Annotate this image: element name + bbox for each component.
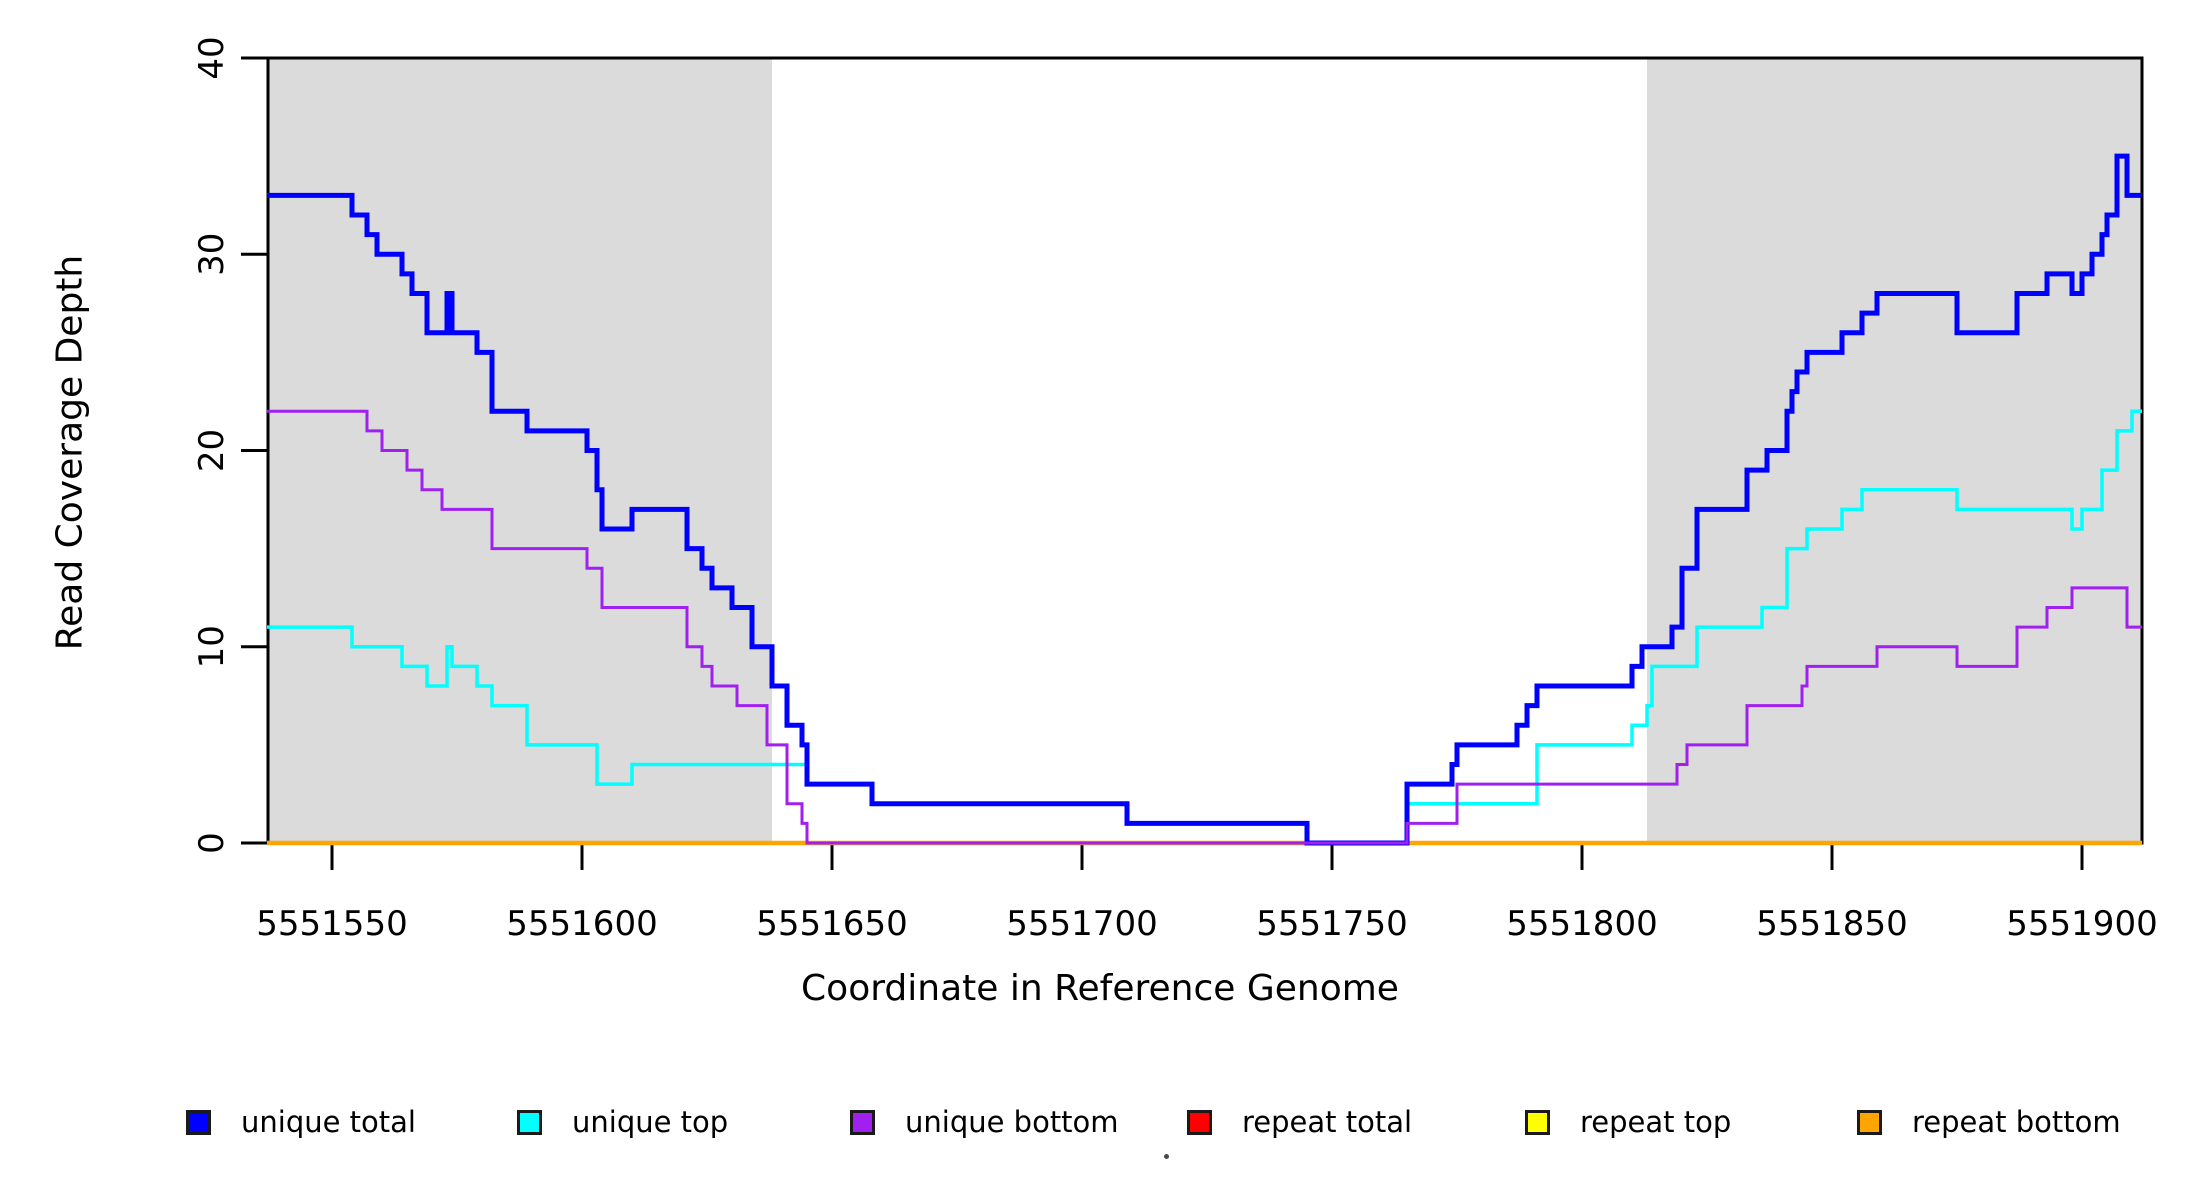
repeat-total-swatch-icon	[1187, 1109, 1212, 1135]
legend-label: repeat bottom	[1912, 1105, 2121, 1139]
legend-item-unique-bottom: unique bottom	[850, 1100, 1119, 1144]
repeat-bottom-swatch-icon	[1857, 1109, 1882, 1135]
x-tick-label: 5551850	[1756, 904, 1907, 944]
y-tick-label: 10	[192, 625, 232, 668]
legend-item-repeat-bottom: repeat bottom	[1857, 1100, 2121, 1144]
x-tick-label: 5551700	[1006, 904, 1157, 944]
x-tick-label: 5551550	[256, 904, 407, 944]
plot-legend: unique total unique top unique bottom re…	[0, 1100, 2200, 1148]
legend-label: unique bottom	[905, 1105, 1119, 1139]
legend-label: repeat top	[1580, 1105, 1732, 1139]
legend-item-repeat-total: repeat total	[1187, 1100, 1412, 1144]
series-unique-bottom	[267, 409, 2142, 845]
y-axis-title: Read Coverage Depth	[49, 254, 91, 651]
stray-point-artifact	[1164, 1154, 1169, 1159]
unique-total-swatch-icon	[186, 1109, 211, 1135]
x-axis-title: Coordinate in Reference Genome	[801, 968, 1399, 1009]
legend-item-repeat-top: repeat top	[1525, 1100, 1731, 1144]
shaded-repeat-region	[1647, 58, 2142, 843]
y-tick-label: 30	[192, 233, 232, 276]
shaded-repeat-region	[267, 58, 772, 843]
series-unique-total	[267, 153, 2142, 846]
legend-label: repeat total	[1242, 1105, 1413, 1139]
x-tick-label: 5551800	[1506, 904, 1657, 944]
x-tick-label: 5551900	[2006, 904, 2157, 944]
legend-item-unique-top: unique top	[517, 1100, 728, 1144]
x-tick-label: 5551650	[756, 904, 907, 944]
x-tick-label: 5551750	[1256, 904, 1407, 944]
unique-top-swatch-icon	[517, 1109, 542, 1135]
y-tick-label: 40	[192, 36, 232, 79]
y-tick-label: 20	[192, 429, 232, 472]
y-tick-label: 0	[192, 832, 232, 854]
series-unique-top	[267, 409, 2142, 845]
legend-item-unique-total: unique total	[186, 1100, 416, 1144]
legend-label: unique total	[241, 1105, 416, 1139]
repeat-top-swatch-icon	[1525, 1109, 1550, 1135]
legend-label: unique top	[572, 1105, 729, 1139]
x-tick-label: 5551600	[506, 904, 657, 944]
unique-bottom-swatch-icon	[850, 1109, 875, 1135]
